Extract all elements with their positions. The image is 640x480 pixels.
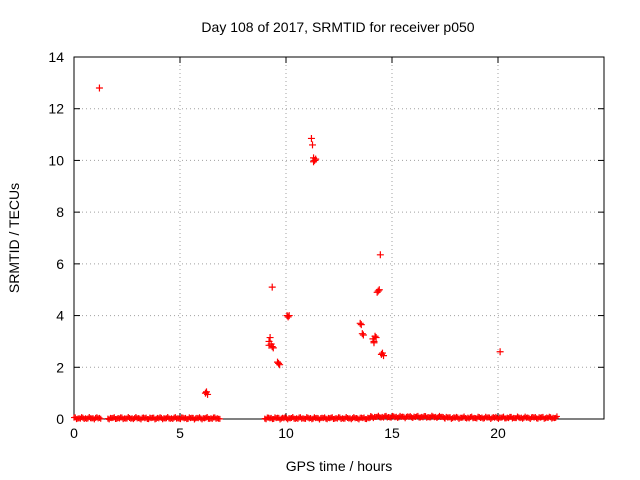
data-point bbox=[359, 331, 367, 339]
data-point bbox=[358, 330, 366, 338]
data-point bbox=[95, 84, 103, 92]
plot-area-frame bbox=[73, 56, 605, 420]
y-tick-label: 10 bbox=[48, 152, 64, 168]
data-point bbox=[285, 312, 293, 320]
data-point bbox=[268, 283, 276, 291]
x-tick-label: 10 bbox=[278, 425, 294, 441]
y-tick-label: 14 bbox=[48, 49, 64, 65]
data-points bbox=[71, 84, 560, 423]
data-point bbox=[310, 158, 318, 166]
data-point bbox=[204, 390, 212, 398]
data-point bbox=[372, 334, 380, 342]
y-axis-label: SRMTID / TECUs bbox=[6, 183, 22, 293]
data-point bbox=[311, 156, 319, 164]
data-point bbox=[268, 343, 276, 351]
y-tick-label: 6 bbox=[56, 256, 64, 272]
chart-title: Day 108 of 2017, SRMTID for receiver p05… bbox=[201, 19, 474, 35]
data-point bbox=[216, 415, 223, 422]
data-point bbox=[276, 361, 284, 369]
x-tick-label: 20 bbox=[490, 425, 506, 441]
x-tick-label: 15 bbox=[384, 425, 400, 441]
data-point bbox=[269, 344, 277, 352]
x-tick-label: 0 bbox=[70, 425, 78, 441]
data-point bbox=[553, 413, 560, 420]
data-point bbox=[96, 414, 103, 421]
grid-lines bbox=[74, 57, 604, 419]
data-point bbox=[284, 313, 292, 321]
axis-ticks: 0 5 10 15 20 0 2 4 6 8 10 12 14 bbox=[48, 49, 604, 441]
y-tick-label: 12 bbox=[48, 101, 64, 117]
data-point bbox=[375, 286, 383, 294]
data-point bbox=[356, 319, 364, 327]
y-tick-label: 2 bbox=[56, 359, 64, 375]
data-point bbox=[357, 321, 365, 329]
data-point bbox=[371, 332, 379, 340]
x-tick-label: 5 bbox=[176, 425, 184, 441]
data-point bbox=[97, 415, 104, 422]
data-point bbox=[266, 334, 274, 342]
x-axis-label: GPS time / hours bbox=[286, 458, 393, 474]
data-point bbox=[374, 287, 382, 295]
data-point bbox=[370, 339, 378, 347]
y-tick-label: 4 bbox=[56, 308, 64, 324]
y-tick-label: 8 bbox=[56, 204, 64, 220]
data-point bbox=[307, 134, 315, 142]
y-tick-label: 0 bbox=[56, 411, 64, 427]
data-point bbox=[496, 348, 504, 356]
data-point bbox=[380, 352, 388, 360]
data-point bbox=[376, 251, 384, 259]
data-point bbox=[309, 141, 316, 149]
data-point bbox=[275, 359, 283, 367]
